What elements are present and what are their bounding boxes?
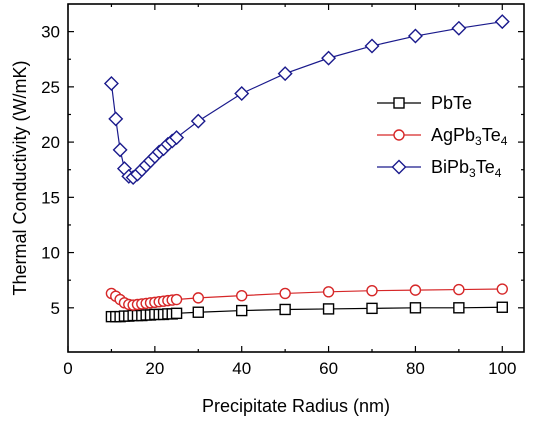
data-point-diamond: [112, 142, 128, 158]
y-tick-label: 25: [41, 78, 60, 97]
data-point-circle: [279, 287, 291, 300]
x-tick-label: 20: [145, 359, 164, 378]
y-tick-label: 10: [41, 244, 60, 263]
y-tick-label: 30: [41, 23, 60, 42]
data-point-square: [322, 303, 335, 315]
data-point-diamond: [364, 38, 380, 54]
series-layer: [103, 14, 510, 323]
data-point-circle: [170, 293, 183, 306]
legend-label-part: 3: [469, 166, 476, 180]
x-axis-label: Precipitate Radius (nm): [202, 396, 390, 416]
legend-label-part: 4: [495, 166, 502, 180]
axes: 0 20 40 60 80 100 5 10 15 20 25 30: [41, 3, 525, 378]
legend-marker-square: [393, 97, 405, 109]
plot-frame: [67, 3, 525, 353]
data-point-circle: [496, 283, 508, 295]
data-point-square: [366, 302, 378, 315]
legend-label: AgPb3Te4: [431, 125, 508, 148]
legend-label-part: 4: [501, 134, 508, 148]
y-tick-label: 15: [41, 188, 60, 207]
data-point-circle: [409, 284, 422, 296]
data-point-circle: [322, 286, 335, 298]
data-point-diamond: [494, 14, 510, 30]
data-point-diamond: [234, 85, 250, 101]
data-point-diamond: [407, 28, 423, 44]
legend-label-part: PbTe: [431, 93, 472, 113]
data-point-square: [279, 303, 291, 316]
legend-label-part: Te: [482, 125, 501, 145]
data-point-diamond: [103, 76, 119, 92]
data-point-circle: [236, 289, 248, 302]
data-point-diamond: [321, 50, 337, 66]
y-axis-label: Thermal Conductivity (W/mK): [10, 60, 30, 295]
series-circle: [105, 283, 508, 311]
legend-label: BiPb3Te4: [431, 157, 502, 180]
data-point-circle: [192, 292, 204, 304]
y-tick-label: 20: [41, 133, 60, 152]
legend-marker-circle: [393, 129, 405, 141]
data-point-circle: [453, 283, 465, 296]
data-point-diamond: [190, 113, 206, 129]
data-point-diamond: [451, 20, 467, 36]
data-point-square: [409, 302, 422, 314]
data-point-square: [192, 306, 204, 318]
data-point-diamond: [169, 130, 185, 146]
legend-entry: AgPb3Te4: [377, 125, 508, 148]
data-point-square: [170, 307, 183, 320]
legend-label-part: Te: [476, 157, 495, 177]
x-tick-label: 60: [319, 359, 338, 378]
data-point-diamond: [277, 66, 293, 82]
data-point-square: [453, 302, 465, 314]
data-point-square: [496, 301, 508, 313]
data-point-square: [236, 304, 248, 317]
data-point-diamond: [108, 111, 124, 127]
x-tick-label: 100: [488, 359, 516, 378]
legend-marker-diamond: [391, 159, 407, 175]
x-tick-label: 0: [63, 359, 72, 378]
legend-entry: BiPb3Te4: [377, 157, 502, 180]
x-tick-label: 80: [406, 359, 425, 378]
legend-label-part: AgPb: [431, 125, 475, 145]
legend-label-part: 3: [475, 134, 482, 148]
series-diamond: [103, 14, 510, 185]
legend-label-part: BiPb: [431, 157, 469, 177]
x-tick-label: 40: [232, 359, 251, 378]
legend-label: PbTe: [431, 93, 472, 113]
series-square: [105, 301, 508, 323]
y-tick-label: 5: [51, 299, 60, 318]
data-point-circle: [366, 284, 378, 297]
legend-entry: PbTe: [377, 93, 472, 113]
